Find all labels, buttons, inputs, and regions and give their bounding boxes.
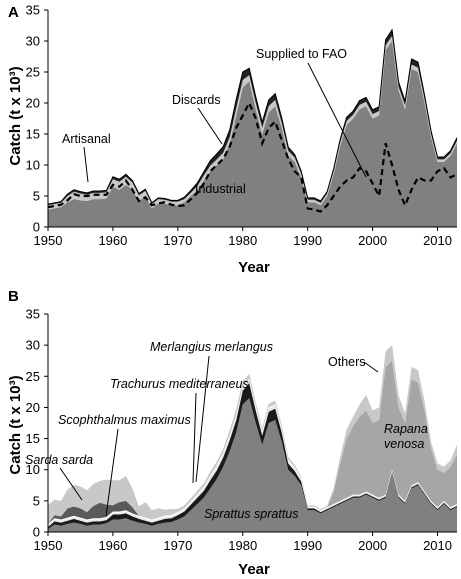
panel-b-ytick-label: 30 (26, 338, 40, 353)
panel-b-ylabel: Catch (t x 10³) (7, 375, 24, 474)
panel-b-sarda-leader (59, 467, 83, 501)
panel-a-supplied-label: Supplied to FAO (256, 47, 347, 61)
panel-a-lines (47, 100, 458, 213)
panel-a-ytick-label: 30 (26, 34, 40, 49)
panel-a-ytick-label: 0 (33, 220, 40, 235)
panel-a-total-outline (47, 28, 458, 205)
panel-b-merlangius-label: Merlangius merlangus (150, 340, 273, 354)
panel-b-xtick-label: 2000 (358, 538, 387, 553)
panel-a-label: A (8, 4, 19, 21)
panel-b-xtick-label: 1960 (98, 538, 127, 553)
panel-b-xtick-label: 1970 (163, 538, 192, 553)
panel-a-supplied-leader (307, 62, 367, 178)
panel-b-sarda-label: Sarda sarda (25, 453, 93, 467)
panel-a-ytick-label: 25 (26, 65, 40, 80)
panel-b-areas (48, 345, 457, 532)
panel-a-xtick-label: 1970 (163, 233, 192, 248)
panel-b-rapana-label-2: venosa (384, 437, 424, 451)
panel-a-xtick-label: 2010 (423, 233, 452, 248)
panel-a-ytick-label: 10 (26, 158, 40, 173)
panel-a-xtick-label: 1960 (98, 233, 127, 248)
panel-b-trachurus-leader (192, 392, 197, 484)
panel-a-axes: 0 5 10 15 20 25 30 35 1950 1960 1970 1980 1990 2000 20… (26, 3, 457, 248)
panel-b-xtick-label: 1950 (34, 538, 63, 553)
panel-a-ytick-label: 20 (26, 96, 40, 111)
panel-b-xtick-label: 2010 (423, 538, 452, 553)
panel-b-axes: 0 5 10 15 20 25 30 35 1950 1960 1970 1980 1990 2000 20… (26, 307, 457, 553)
panel-b-merlangius-leader (195, 355, 210, 483)
panel-b-area-others (48, 345, 457, 524)
panel-b-chart: 0 5 10 15 20 25 30 35 1950 1960 1970 1980 1990 2000 20… (7, 288, 457, 578)
panel-b-ytick-label: 0 (33, 525, 40, 540)
panel-a-ytick-label: 15 (26, 127, 40, 142)
panel-a-industrial-label: Industrial (195, 182, 246, 196)
panel-b-ytick-label: 10 (26, 462, 40, 477)
panel-a-xtick-label: 1950 (34, 233, 63, 248)
panel-b-area-sprattus-sprattus (48, 398, 457, 532)
panel-a-areas (47, 28, 458, 227)
panel-a-artisanal-label: Artisanal (62, 132, 111, 146)
panel-a-chart: 0 5 10 15 20 25 30 35 1950 1960 1970 1980 1990 2000 20… (7, 3, 458, 276)
panel-a-ylabel: Catch (t x 10³) (7, 66, 24, 165)
panel-b-area-rapana-venosa (48, 360, 457, 524)
panel-b-xtick-label: 1990 (293, 538, 322, 553)
panel-b-scophthalmus-leader (105, 428, 119, 517)
panel-b-ytick-label: 25 (26, 369, 40, 384)
panel-b-rapana-label-1: Rapana (384, 422, 428, 436)
panel-b-trachurus-label: Trachurus mediterraneus (110, 377, 249, 391)
panel-a-ytick-label: 35 (26, 3, 40, 18)
panel-a-xtick-label: 1980 (228, 233, 257, 248)
panel-a-artisanal-leader (83, 146, 89, 183)
panel-a-xlabel: Year (238, 259, 270, 276)
panel-a-discards-label: Discards (172, 93, 221, 107)
panel-b-label: B (8, 288, 19, 305)
panel-b-ytick-label: 15 (26, 431, 40, 446)
panel-b-others-leader (363, 361, 379, 373)
panel-a-line-supplied-to-fao (47, 100, 458, 213)
panel-a-xtick-label: 1990 (293, 233, 322, 248)
panel-a-discards-leader (197, 107, 223, 145)
panel-b-sprattus-label: Sprattus sprattus (204, 507, 299, 521)
panel-b-ytick-label: 5 (33, 493, 40, 508)
panel-b-ytick-label: 35 (26, 307, 40, 322)
panel-a-ytick-label: 5 (33, 189, 40, 204)
panel-a-area-industrial (48, 41, 457, 227)
panel-b-xlabel: Year (238, 561, 270, 578)
panel-a-xtick-label: 2000 (358, 233, 387, 248)
panel-b-ytick-label: 20 (26, 400, 40, 415)
panel-b-scophthalmus-label: Scophthalmus maximus (58, 413, 191, 427)
panel-b-others-label: Others (328, 355, 366, 369)
panel-b-xtick-label: 1980 (228, 538, 257, 553)
